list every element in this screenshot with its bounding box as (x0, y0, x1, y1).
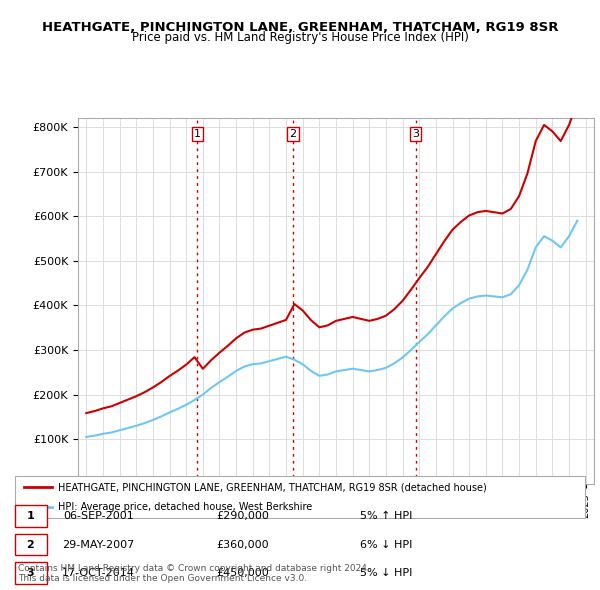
Text: 3: 3 (412, 129, 419, 139)
Text: 1: 1 (194, 129, 201, 139)
Text: 1: 1 (26, 512, 34, 521)
Text: 3: 3 (26, 568, 34, 578)
Text: £290,000: £290,000 (216, 512, 269, 521)
Text: 6% ↓ HPI: 6% ↓ HPI (360, 540, 413, 549)
Text: 17-OCT-2014: 17-OCT-2014 (62, 568, 135, 578)
Text: 29-MAY-2007: 29-MAY-2007 (62, 540, 134, 549)
Text: HPI: Average price, detached house, West Berkshire: HPI: Average price, detached house, West… (58, 502, 313, 512)
FancyBboxPatch shape (15, 562, 47, 584)
Text: £450,000: £450,000 (216, 568, 269, 578)
FancyBboxPatch shape (15, 534, 47, 555)
Text: HEATHGATE, PINCHINGTON LANE, GREENHAM, THATCHAM, RG19 8SR (detached house): HEATHGATE, PINCHINGTON LANE, GREENHAM, T… (58, 483, 487, 492)
Text: £360,000: £360,000 (216, 540, 269, 549)
Text: Price paid vs. HM Land Registry's House Price Index (HPI): Price paid vs. HM Land Registry's House … (131, 31, 469, 44)
Text: 06-SEP-2001: 06-SEP-2001 (63, 512, 134, 521)
Text: Contains HM Land Registry data © Crown copyright and database right 2024.
This d: Contains HM Land Registry data © Crown c… (18, 563, 370, 583)
Text: 5% ↑ HPI: 5% ↑ HPI (360, 512, 413, 521)
Text: HEATHGATE, PINCHINGTON LANE, GREENHAM, THATCHAM, RG19 8SR: HEATHGATE, PINCHINGTON LANE, GREENHAM, T… (42, 21, 558, 34)
Text: 2: 2 (289, 129, 296, 139)
Text: 5% ↓ HPI: 5% ↓ HPI (360, 568, 413, 578)
FancyBboxPatch shape (15, 476, 585, 518)
Text: 2: 2 (26, 540, 34, 549)
FancyBboxPatch shape (15, 506, 47, 527)
